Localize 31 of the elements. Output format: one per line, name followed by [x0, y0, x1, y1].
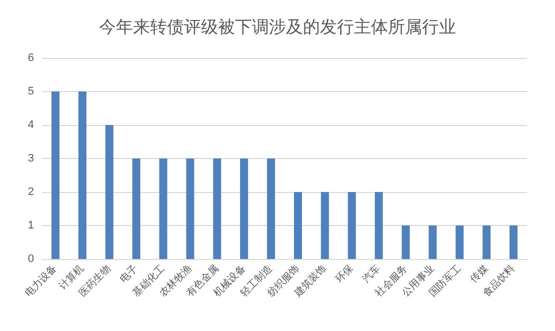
bar [320, 192, 329, 259]
bar [402, 226, 410, 259]
bar [510, 226, 518, 259]
x-tick-label: 传媒 [468, 263, 490, 286]
bar [240, 158, 248, 259]
bar [105, 125, 114, 259]
bar [294, 192, 302, 259]
y-tick-label: 2 [28, 186, 34, 198]
bar [482, 226, 491, 259]
y-tick-label: 4 [28, 119, 34, 131]
x-tick-label: 电力设备 [22, 262, 60, 300]
y-tick-label: 0 [28, 253, 34, 265]
bar [159, 158, 168, 259]
bar [186, 158, 194, 259]
bar [132, 158, 140, 259]
bar [51, 92, 60, 259]
bar [456, 226, 464, 259]
y-tick-label: 3 [28, 152, 34, 164]
x-tick-label: 电子 [118, 262, 140, 286]
bar [267, 158, 276, 259]
y-tick-label: 1 [28, 220, 34, 232]
bar [78, 92, 86, 259]
x-tick-label: 汽车 [360, 262, 383, 286]
bar [213, 158, 222, 259]
y-tick-label: 5 [28, 86, 34, 98]
bar [374, 192, 383, 259]
y-tick-label: 6 [28, 52, 34, 64]
bar [428, 226, 437, 259]
chart-title: 今年来转债评级被下调涉及的发行主体所属行业 [99, 18, 456, 38]
bar [348, 192, 356, 259]
x-tick-label: 环保 [334, 263, 356, 286]
